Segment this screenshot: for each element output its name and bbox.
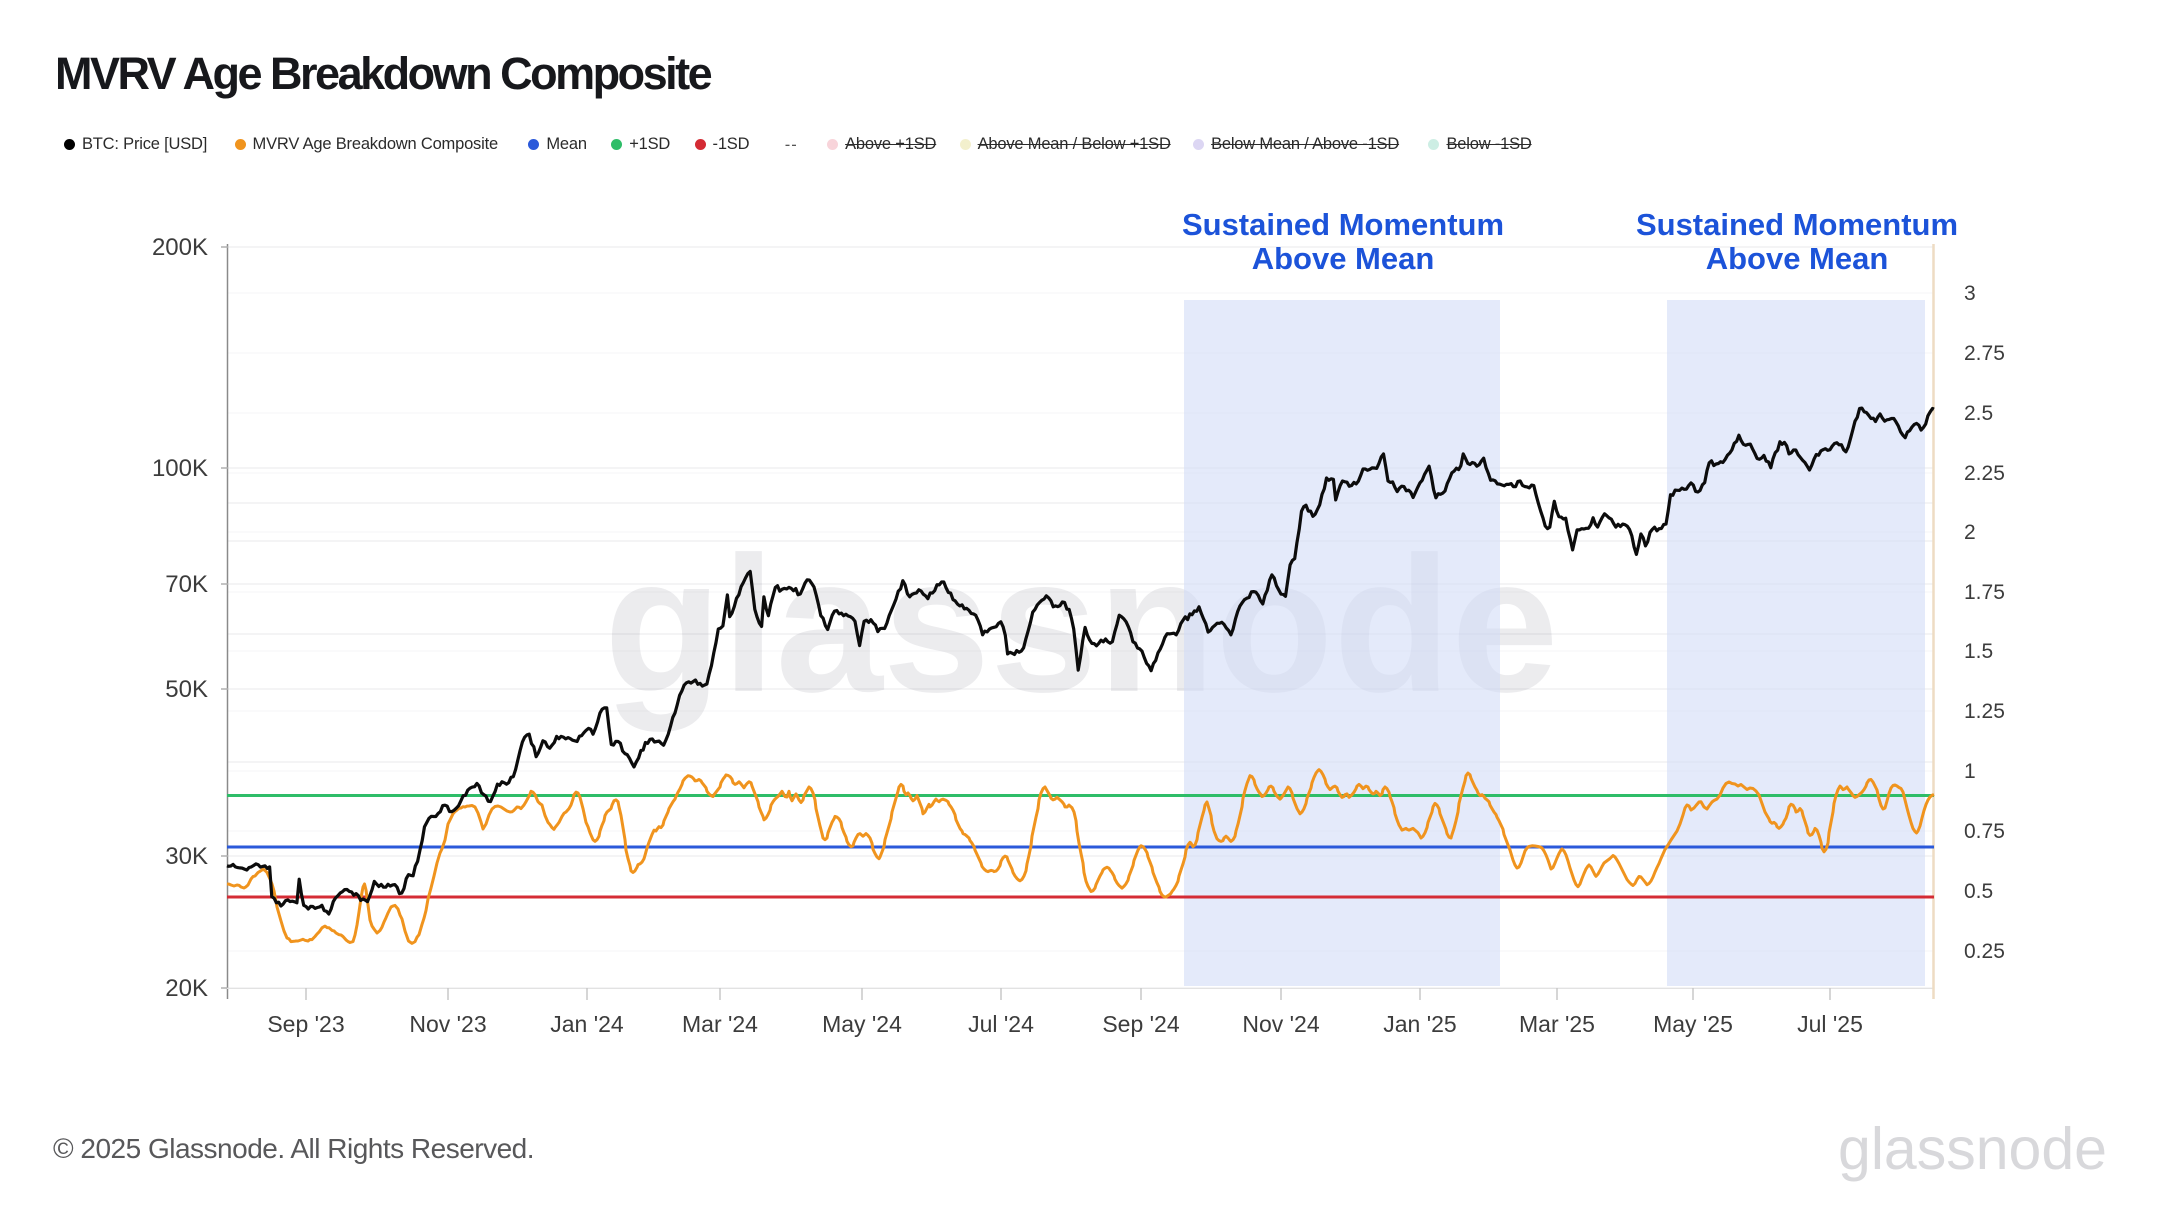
svg-text:50K: 50K	[165, 676, 208, 703]
svg-text:1.75: 1.75	[1964, 581, 2005, 604]
svg-text:30K: 30K	[165, 843, 208, 870]
svg-text:Nov '24: Nov '24	[1242, 1011, 1319, 1037]
svg-text:20K: 20K	[165, 975, 208, 1002]
svg-text:3: 3	[1964, 282, 1976, 305]
svg-text:1.25: 1.25	[1964, 700, 2005, 723]
svg-text:200K: 200K	[152, 234, 208, 261]
svg-text:Mar '25: Mar '25	[1519, 1011, 1595, 1037]
svg-text:Mar '24: Mar '24	[682, 1011, 758, 1037]
svg-text:Sep '23: Sep '23	[267, 1011, 344, 1037]
svg-text:2.5: 2.5	[1964, 402, 1993, 425]
svg-text:Nov '23: Nov '23	[409, 1011, 486, 1037]
svg-text:May '24: May '24	[822, 1011, 902, 1037]
svg-text:100K: 100K	[152, 455, 208, 482]
svg-text:1: 1	[1964, 760, 1976, 783]
svg-text:1.5: 1.5	[1964, 640, 1993, 663]
svg-text:May '25: May '25	[1653, 1011, 1733, 1037]
svg-text:Jul '25: Jul '25	[1797, 1011, 1863, 1037]
svg-text:Sustained Momentum: Sustained Momentum	[1182, 207, 1504, 242]
svg-text:2: 2	[1964, 521, 1976, 544]
svg-text:Sep '24: Sep '24	[1102, 1011, 1179, 1037]
svg-text:Sustained Momentum: Sustained Momentum	[1636, 207, 1958, 242]
svg-text:0.5: 0.5	[1964, 880, 1993, 903]
svg-text:2.75: 2.75	[1964, 342, 2005, 365]
svg-text:2.25: 2.25	[1964, 462, 2005, 485]
svg-text:Jan '25: Jan '25	[1383, 1011, 1456, 1037]
svg-text:Jul '24: Jul '24	[968, 1011, 1034, 1037]
svg-text:Above Mean: Above Mean	[1706, 241, 1889, 276]
svg-text:70K: 70K	[165, 571, 208, 598]
svg-text:0.25: 0.25	[1964, 940, 2005, 963]
svg-text:Jan '24: Jan '24	[550, 1011, 624, 1037]
svg-text:Above Mean: Above Mean	[1252, 241, 1435, 276]
svg-text:0.75: 0.75	[1964, 820, 2005, 843]
